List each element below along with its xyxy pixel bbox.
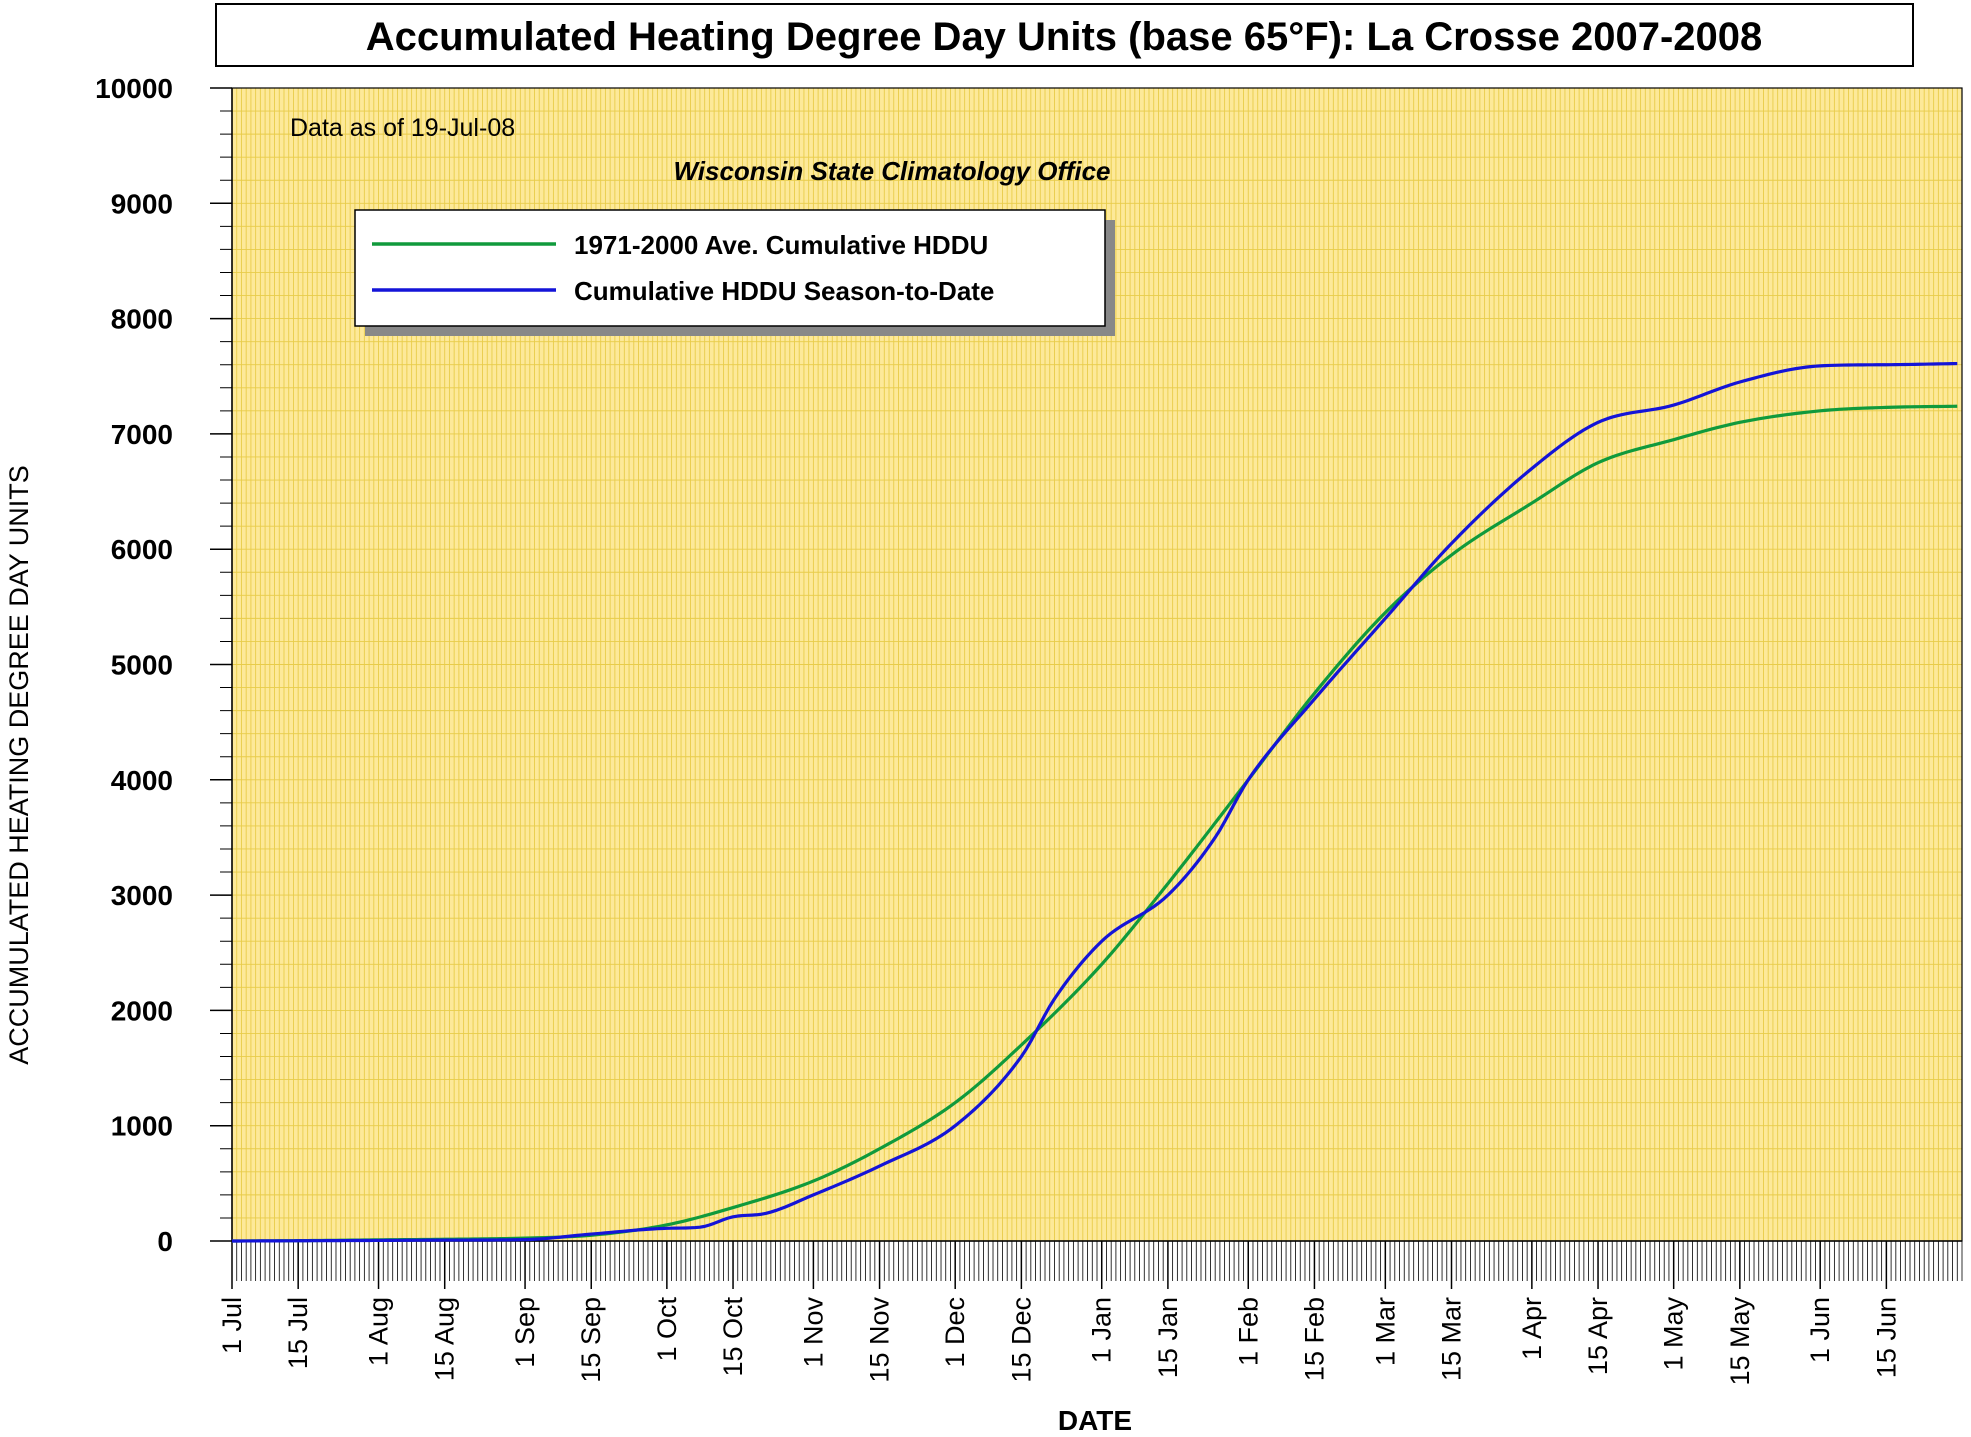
x-tick-label: 1 Oct	[652, 1297, 682, 1362]
legend-label-season: Cumulative HDDU Season-to-Date	[574, 276, 994, 306]
chart-title: Accumulated Heating Degree Day Units (ba…	[366, 15, 1763, 59]
x-tick-label: 1 Apr	[1517, 1297, 1547, 1360]
x-tick-label: 1 Dec	[940, 1297, 970, 1368]
y-tick-label: 6000	[111, 534, 173, 565]
x-axis: 1 Jul 15 Jul 1 Aug 15 Aug 1 Sep 15 Sep 1 Oct 15…	[217, 1240, 1963, 1386]
x-tick-label: 1 May	[1659, 1297, 1689, 1371]
title-box	[215, 3, 1914, 67]
x-tick-label: 1 Jul	[217, 1297, 247, 1354]
x-day-ticks	[231, 1241, 1963, 1281]
y-tick-label: 5000	[111, 650, 173, 681]
x-tick-label: 15 Jun	[1871, 1297, 1901, 1378]
y-tick-label: 2000	[111, 995, 173, 1026]
grid	[231, 87, 1963, 1242]
x-tick-label: 1 Mar	[1370, 1297, 1400, 1366]
x-tick-label: 15 Sep	[576, 1297, 606, 1383]
source-credit: Wisconsin State Climatology Office	[673, 156, 1110, 186]
series-lines	[231, 361, 1958, 1243]
legend-label-average: 1971-2000 Ave. Cumulative HDDU	[574, 230, 988, 260]
y-tick-label: 0	[157, 1226, 173, 1257]
x-tick-label: 1 Aug	[364, 1297, 394, 1366]
x-tick-label: 15 Dec	[1006, 1297, 1036, 1383]
x-tick-label: 15 Apr	[1583, 1297, 1613, 1375]
season-series-line	[231, 361, 1958, 1243]
x-tick-label: 1 Feb	[1233, 1297, 1263, 1366]
x-tick-label: 15 Mar	[1437, 1297, 1467, 1381]
x-tick-label: 15 Nov	[865, 1297, 895, 1383]
y-tick-label: 8000	[111, 304, 173, 335]
y-axis-title: ACCUMULATED HEATING DEGREE DAY UNITS	[4, 465, 34, 1065]
y-tick-label: 9000	[111, 188, 173, 219]
x-tick-label: 1 Sep	[510, 1297, 540, 1368]
y-tick-label: 3000	[111, 880, 173, 911]
x-tick-label: 15 Oct	[718, 1297, 748, 1377]
x-tick-label: 1 Jun	[1805, 1297, 1835, 1363]
x-tick-label: 15 Jan	[1153, 1297, 1183, 1378]
y-tick-label: 7000	[111, 419, 173, 450]
legend: 1971-2000 Ave. Cumulative HDDU Cumulativ…	[354, 209, 1115, 336]
x-tick-label: 15 May	[1725, 1297, 1755, 1386]
y-axis: 0 1000 2000 3000 4000 5000 6000 7000 8000 9000 100…	[95, 73, 233, 1257]
x-tick-label: 15 Aug	[430, 1297, 460, 1381]
y-tick-label: 10000	[95, 73, 173, 104]
x-tick-label: 1 Nov	[798, 1297, 828, 1368]
x-axis-title: DATE	[1058, 1405, 1132, 1436]
x-tick-label: 15 Feb	[1299, 1297, 1329, 1381]
legend-box	[354, 209, 1106, 327]
x-tick-label: 1 Jan	[1087, 1297, 1117, 1363]
x-tick-label: 15 Jul	[283, 1297, 313, 1369]
y-tick-label: 1000	[111, 1111, 173, 1142]
y-tick-label: 4000	[111, 765, 173, 796]
data-date-note: Data as of 19-Jul-08	[290, 114, 515, 142]
